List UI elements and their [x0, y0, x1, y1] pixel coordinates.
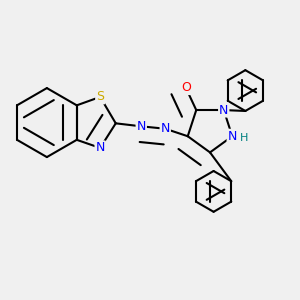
Text: O: O: [181, 81, 191, 94]
Text: N: N: [95, 141, 105, 154]
Text: N: N: [136, 120, 146, 133]
Text: N: N: [228, 130, 237, 143]
Text: S: S: [96, 90, 104, 104]
Text: H: H: [239, 133, 248, 143]
Text: N: N: [160, 122, 170, 135]
Text: N: N: [219, 103, 228, 117]
